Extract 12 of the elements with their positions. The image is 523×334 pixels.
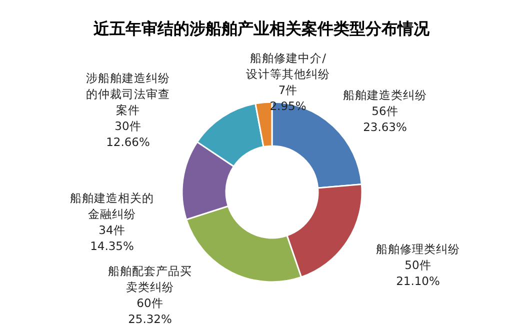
slice-label: 涉船舶建造纠纷的仲裁司法审查案件 [86,71,170,117]
data-label: 30件 12.66% [106,119,150,149]
data-label: 34件 14.35% [90,223,134,253]
slice-label: 船舶配套产品买卖类纠纷 [108,264,192,294]
data-label: 60件 25.32% [128,296,172,326]
data-label: 56件 23.63% [363,104,407,134]
slice-label: 船舶建造相关的金融纠纷 [70,191,154,221]
chart-title: 近五年审结的涉船舶产业相关案件类型分布情况 [92,19,430,38]
slice-label: 船舶修建中介/设计等其他纠纷 [246,51,330,81]
slice-label: 船舶建造类纠纷 [343,88,427,102]
slice-label: 船舶修理类纠纷 [376,242,460,256]
data-label: 50件 21.10% [396,258,440,288]
